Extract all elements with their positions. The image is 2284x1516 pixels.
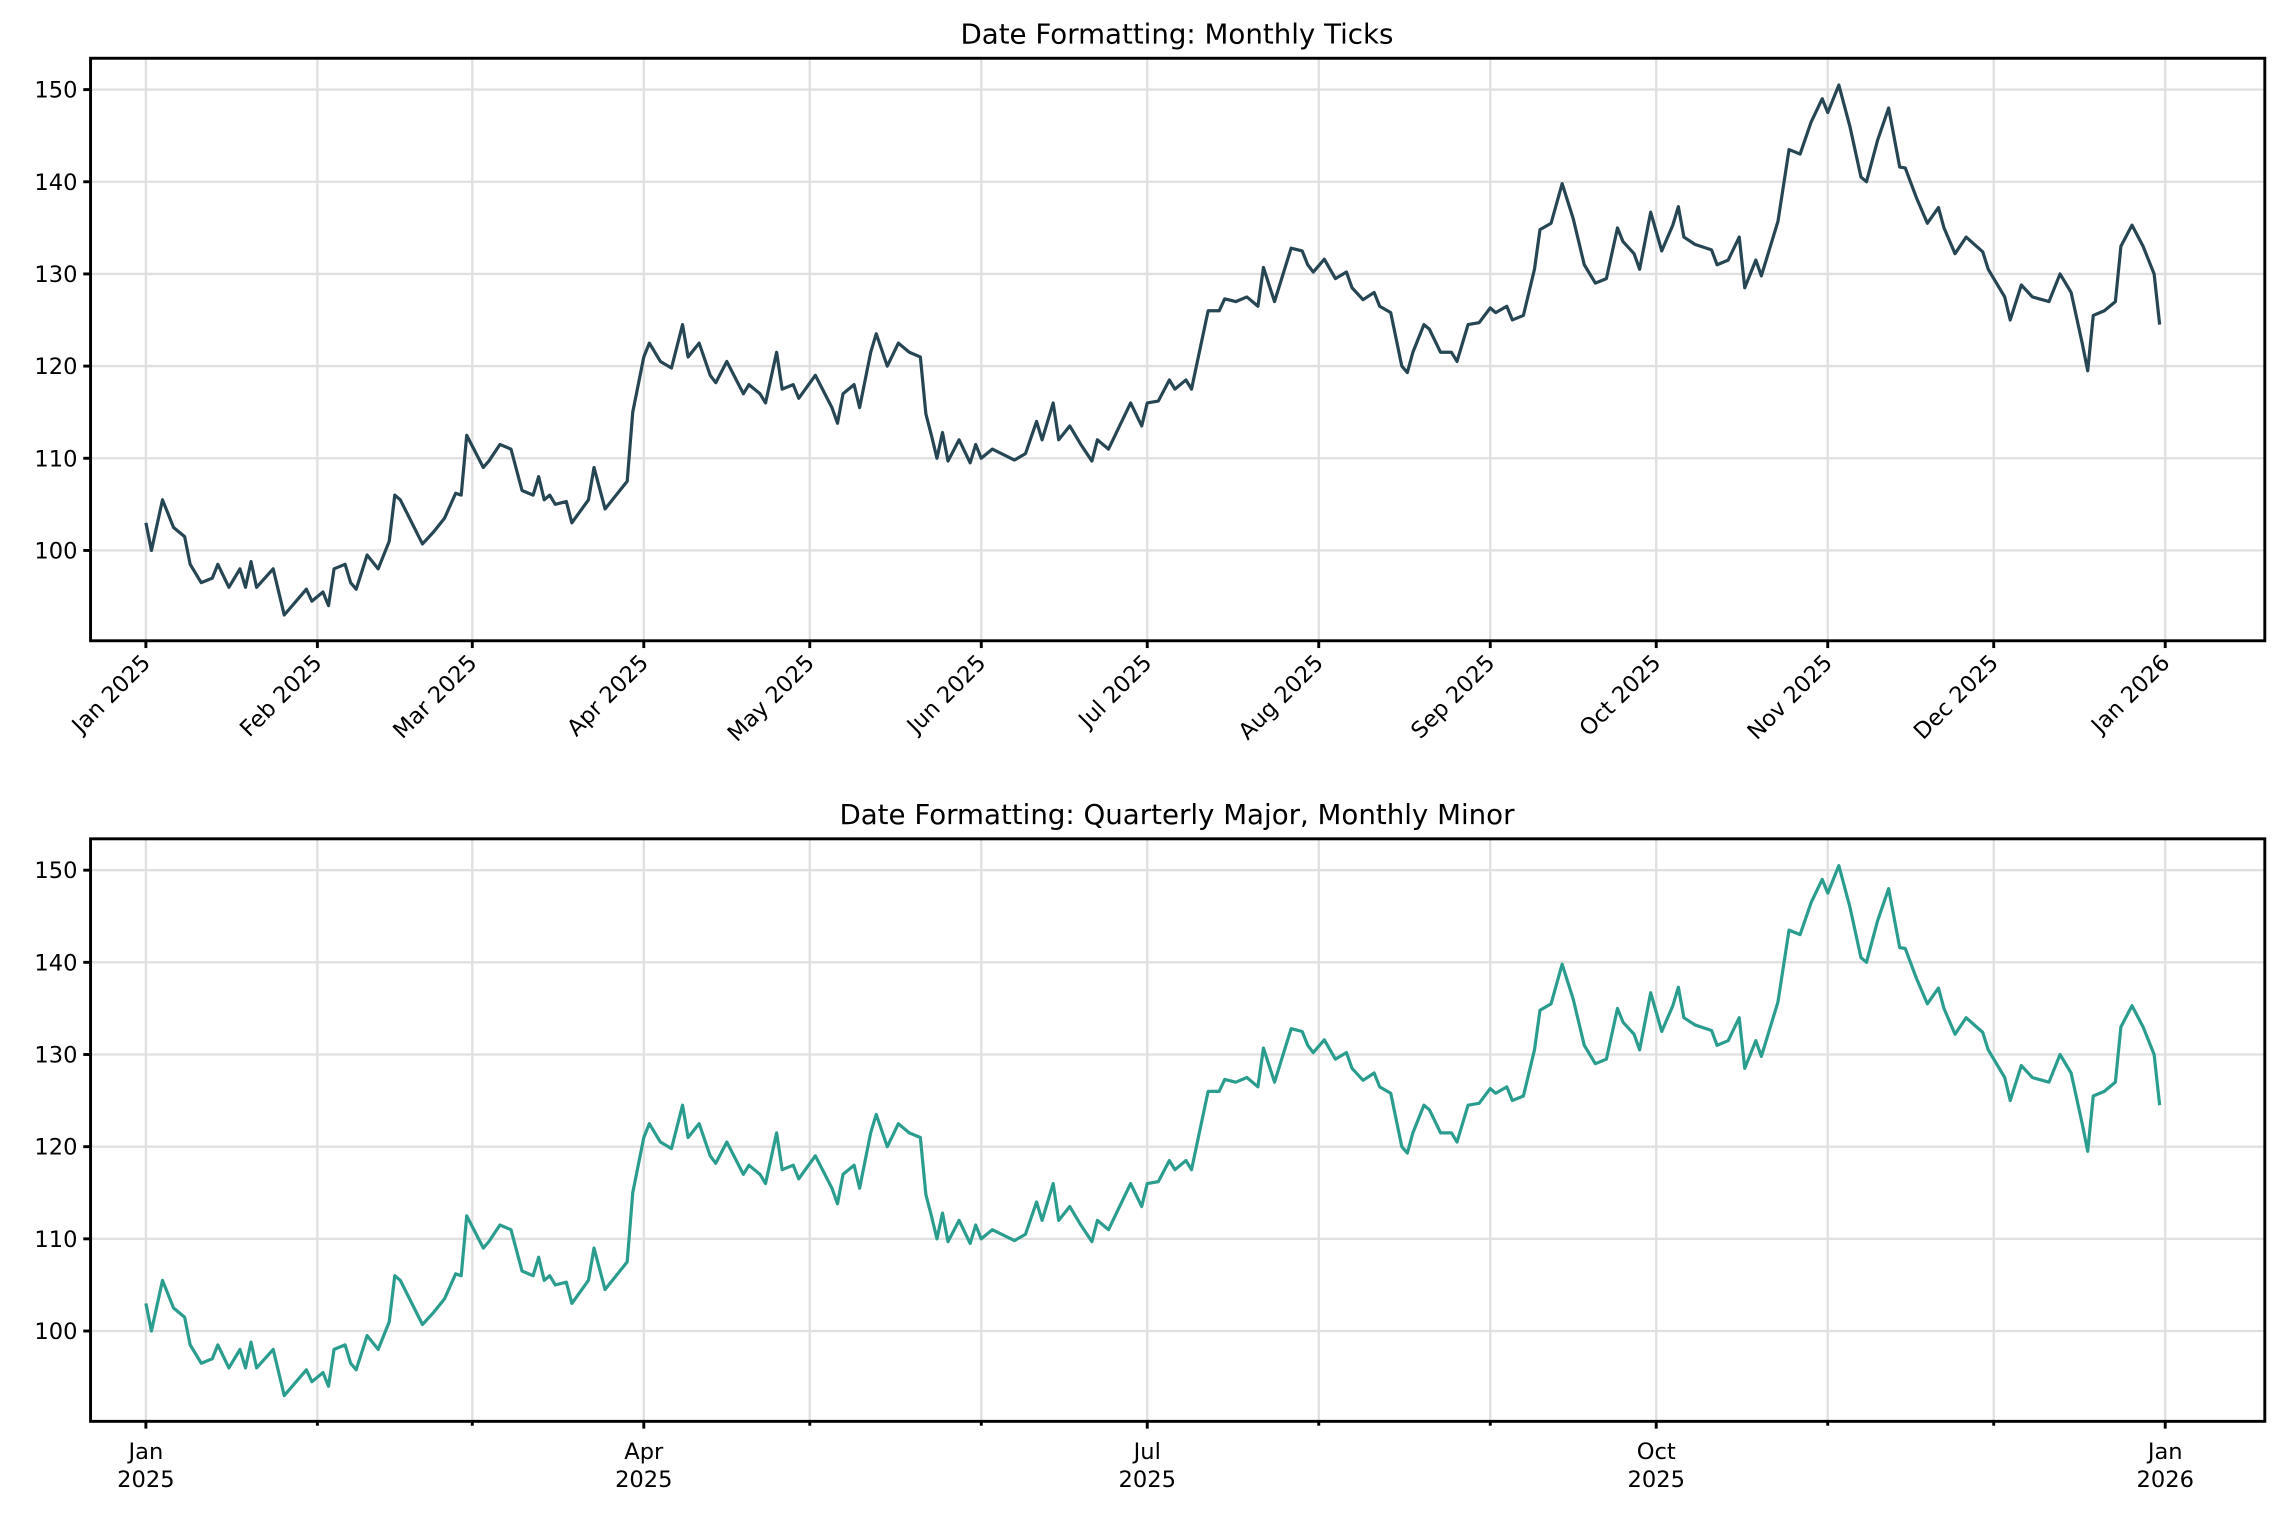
x-tick-label: Apr 2025: [615, 1439, 672, 1493]
y-tick-label: 130: [34, 1043, 77, 1069]
series-line: [144, 83, 2162, 617]
chart-title: Date Formatting: Monthly Ticks: [960, 18, 1393, 51]
x-tick-label: Jan 2025: [117, 1439, 174, 1493]
x-tick-label: Mar 2025: [388, 650, 482, 744]
axes-frame: [89, 837, 2267, 1423]
chart-title: Date Formatting: Quarterly Major, Monthl…: [839, 798, 1515, 831]
y-tick-label: 150: [34, 858, 77, 884]
x-tick-label: Jul 2025: [1119, 1439, 1176, 1493]
x-tick-label: Nov 2025: [1743, 650, 1838, 745]
x-tick-label: Jan 2026: [2137, 1439, 2194, 1493]
x-tick-label: Jul 2025: [1073, 650, 1158, 735]
y-tick-label: 100: [34, 1319, 77, 1345]
y-tick-label: 120: [34, 1135, 77, 1161]
x-tick-label: Oct 2025: [1575, 650, 1667, 742]
x-tick-label: Feb 2025: [235, 650, 327, 742]
y-tick-label: 140: [34, 950, 77, 976]
x-tick-label: Dec 2025: [1909, 650, 2004, 745]
y-tick-label: 110: [34, 446, 77, 472]
x-tick-label: Jan 2025: [66, 650, 156, 740]
x-tick-label: Aug 2025: [1234, 650, 1329, 745]
series-line: [144, 864, 2162, 1398]
chart-monthly-ticks: Date Formatting: Monthly Ticks 100 110 120…: [34, 18, 2267, 747]
x-tick-label: Oct 2025: [1628, 1439, 1685, 1493]
y-tick-label: 110: [34, 1227, 77, 1253]
chart-quarterly-major: Date Formatting: Quarterly Major, Monthl…: [34, 798, 2267, 1493]
x-tick-label: Apr 2025: [562, 650, 654, 742]
y-tick-label: 130: [34, 262, 77, 288]
x-tick-label: Jan 2026: [2085, 650, 2175, 740]
y-tick-label: 120: [34, 354, 77, 380]
axes-frame: [89, 56, 2267, 643]
y-tick-label: 140: [34, 170, 77, 196]
y-tick-label: 100: [34, 538, 77, 564]
y-tick-label: 150: [34, 78, 77, 104]
x-tick-label: Jun 2025: [901, 650, 991, 740]
x-tick-label: May 2025: [723, 650, 820, 747]
x-tick-label: Sep 2025: [1406, 650, 1500, 744]
